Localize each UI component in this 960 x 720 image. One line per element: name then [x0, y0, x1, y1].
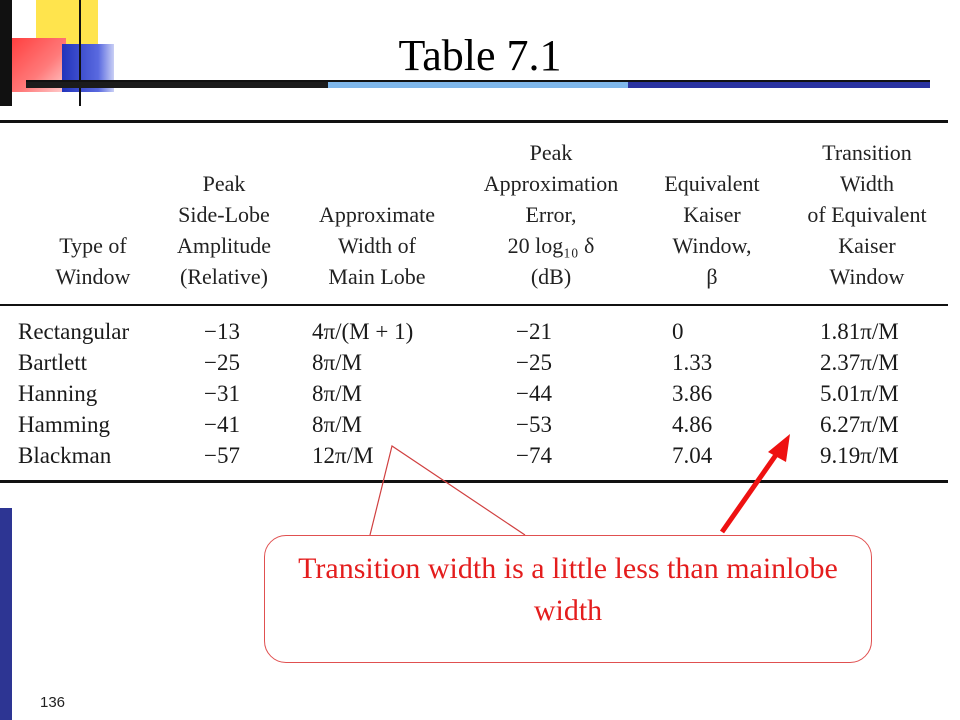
table-row: Rectangular −13 4π/(M + 1) −21 0 1.81π/M — [0, 316, 948, 347]
cell-main-lobe: 8π/M — [312, 350, 362, 375]
cell-kaiser-beta: 4.86 — [672, 412, 713, 437]
cell-approx-error: −74 — [516, 443, 552, 468]
table-top-rule — [0, 120, 948, 123]
cell-window-type: Hamming — [18, 412, 110, 437]
cell-main-lobe: 8π/M — [312, 412, 362, 437]
cell-transition-width: 6.27π/M — [820, 412, 899, 437]
cell-side-lobe: −13 — [204, 319, 240, 344]
cell-main-lobe: 4π/(M + 1) — [312, 319, 414, 344]
cell-transition-width: 9.19π/M — [820, 443, 899, 468]
cell-main-lobe: 12π/M — [312, 443, 374, 468]
decorative-horizontal-line — [26, 80, 930, 82]
table-header-rule — [0, 304, 948, 306]
header-peak-side-lobe: Peak Side-Lobe Amplitude (Relative) — [176, 171, 272, 289]
callout-text: Transition width is a little less than m… — [298, 552, 838, 627]
cell-side-lobe: −31 — [204, 381, 240, 406]
table-row: Hanning −31 8π/M −44 3.86 5.01π/M — [0, 378, 948, 409]
header-type-of-window: Type of Window — [55, 233, 131, 289]
decorative-left-bar-top — [0, 0, 12, 106]
decorative-vertical-line — [79, 0, 81, 106]
title-underline-dark-blue — [628, 82, 930, 88]
callout-box — [264, 535, 872, 663]
cell-side-lobe: −41 — [204, 412, 240, 437]
header-transition-width: Transition Width of Equivalent Kaiser Wi… — [807, 140, 927, 289]
header-peak-approx-error: Peak Approximation Error, 20 log₁₀ δ (dB… — [483, 140, 619, 289]
cell-transition-width: 1.81π/M — [820, 319, 899, 344]
cell-window-type: Hanning — [18, 381, 98, 406]
cell-approx-error: −44 — [516, 381, 552, 406]
page-number: 136 — [40, 694, 66, 711]
cell-main-lobe: 8π/M — [312, 381, 362, 406]
title-underline-black — [26, 82, 328, 88]
header-kaiser-beta: Equivalent Kaiser Window, β — [664, 171, 760, 289]
cell-side-lobe: −57 — [204, 443, 240, 468]
cell-kaiser-beta: 7.04 — [672, 443, 713, 468]
cell-transition-width: 5.01π/M — [820, 381, 899, 406]
cell-approx-error: −25 — [516, 350, 552, 375]
table-bottom-rule — [0, 480, 948, 483]
cell-window-type: Rectangular — [18, 319, 130, 344]
cell-side-lobe: −25 — [204, 350, 240, 375]
decorative-left-bar-bottom — [0, 508, 12, 720]
cell-kaiser-beta: 3.86 — [672, 381, 713, 406]
cell-kaiser-beta: 0 — [672, 319, 684, 344]
cell-transition-width: 2.37π/M — [820, 350, 899, 375]
cell-approx-error: −53 — [516, 412, 552, 437]
table-row: Bartlett −25 8π/M −25 1.33 2.37π/M — [0, 347, 948, 378]
slide-title: Table 7.1 — [398, 31, 562, 80]
cell-window-type: Blackman — [18, 443, 112, 468]
cell-kaiser-beta: 1.33 — [672, 350, 713, 375]
cell-window-type: Bartlett — [18, 350, 87, 375]
table-row: Blackman −57 12π/M −74 7.04 9.19π/M — [0, 440, 948, 471]
table-row: Hamming −41 8π/M −53 4.86 6.27π/M — [0, 409, 948, 440]
header-main-lobe-width: Approximate Width of Main Lobe — [318, 202, 436, 289]
title-underline-light-blue — [328, 82, 628, 88]
cell-approx-error: −21 — [516, 319, 552, 344]
